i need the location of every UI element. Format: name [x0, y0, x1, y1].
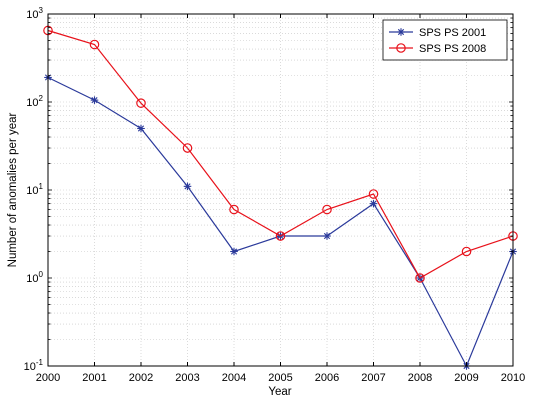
data-point — [137, 124, 145, 133]
y-tick-label: 10-1 — [24, 358, 44, 373]
data-point — [90, 96, 99, 104]
ticks — [47, 14, 514, 367]
legend-item: SPS PS 2001 — [389, 27, 486, 39]
data-point — [89, 39, 100, 50]
y-tick-label: 101 — [26, 182, 43, 197]
x-tick-label: 2007 — [361, 372, 385, 384]
x-tick-label: 2002 — [129, 372, 153, 384]
data-point — [183, 182, 192, 191]
data-point — [369, 199, 378, 208]
x-tick-label: 2000 — [36, 372, 60, 384]
legend: SPS PS 2001 SPS PS 2008 — [382, 19, 508, 61]
asterisk-stroke — [184, 183, 191, 190]
asterisk-stroke — [137, 125, 145, 132]
x-tick-label: 2008 — [408, 372, 432, 384]
data-point — [415, 273, 425, 283]
data-point — [136, 98, 146, 108]
legend-marker — [396, 43, 406, 53]
asterisk-stroke — [230, 248, 238, 255]
x-tick-label: 2010 — [501, 372, 525, 384]
y-axis-label: Number of anomalies per year — [7, 112, 19, 267]
data-point — [461, 246, 472, 257]
legend-label: SPS PS 2001 — [419, 27, 486, 39]
y-tick-label: 100 — [26, 270, 43, 285]
x-tick-label: 2006 — [315, 372, 339, 384]
x-tick-label: 2009 — [454, 372, 478, 384]
series-line — [47, 29, 514, 279]
x-tick-label: 2004 — [222, 372, 246, 384]
legend-label: SPS PS 2008 — [419, 43, 486, 55]
asterisk-stroke — [91, 97, 98, 104]
data-point — [230, 247, 238, 256]
data-point — [275, 231, 286, 241]
x-tick-label: 2001 — [82, 372, 106, 384]
y-tick-label: 103 — [26, 6, 43, 21]
data-point — [182, 143, 193, 153]
y-tick-label: 102 — [26, 94, 43, 109]
asterisk-stroke — [323, 232, 331, 240]
x-axis-label: Year — [268, 386, 291, 398]
legend-marker — [397, 28, 405, 36]
x-tick-labels: 2000 2001 2002 2003 2004 2005 2006 2007 2008 2009… — [36, 372, 525, 384]
legend-item: SPS PS 2008 — [389, 43, 486, 55]
series-2 — [43, 25, 518, 283]
asterisk-stroke — [397, 28, 405, 36]
x-tick-label: 2003 — [175, 372, 199, 384]
legend-box — [382, 19, 508, 61]
y-tick-labels: 10-1 100 101 102 103 — [24, 6, 44, 373]
data-point — [229, 204, 239, 215]
data-point — [322, 204, 332, 215]
series-layer — [43, 25, 518, 370]
x-tick-label: 2005 — [268, 372, 292, 384]
data-point — [323, 232, 331, 240]
asterisk-stroke — [370, 200, 377, 207]
data-point — [368, 189, 379, 199]
